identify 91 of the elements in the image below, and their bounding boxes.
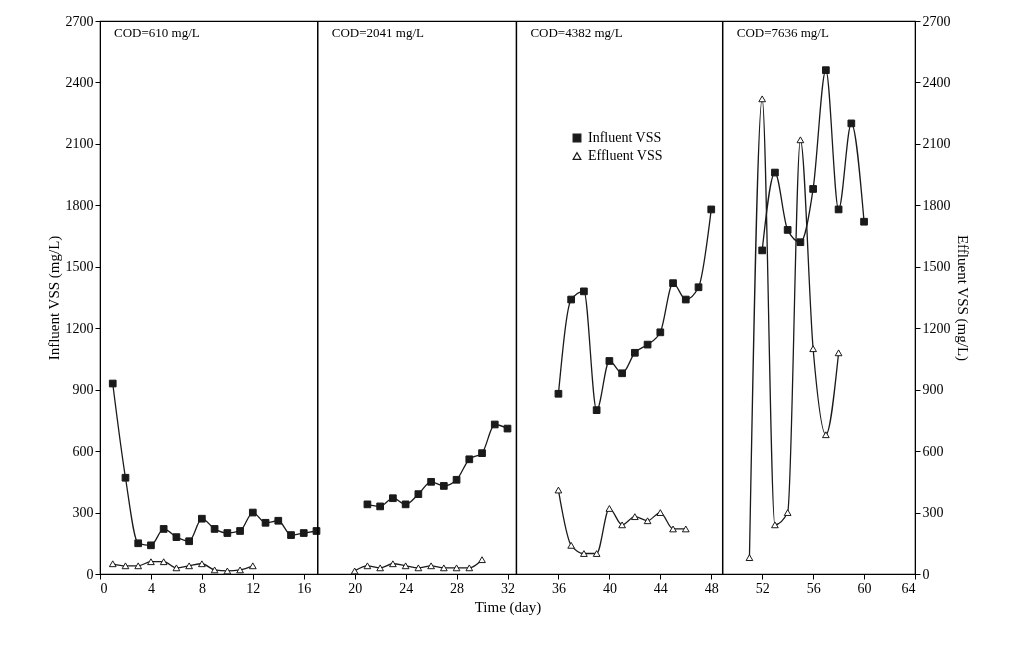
x-tick-label: 12 (246, 580, 261, 596)
point (299, 529, 308, 537)
y-tick-label: 2400 (65, 74, 94, 90)
x-tick-label: 52 (755, 580, 770, 596)
point (223, 529, 232, 537)
point (274, 516, 283, 525)
annotation: COD=7636 mg/L (736, 25, 829, 40)
point (248, 562, 257, 570)
point (745, 554, 754, 562)
point (198, 514, 206, 523)
point (210, 525, 219, 533)
annotation: COD=610 mg/L (114, 25, 200, 40)
x-tick-label: 24 (399, 580, 414, 596)
x-tick-label: 64 (901, 580, 916, 596)
x-tick-label: 56 (806, 580, 821, 596)
x-tick-label: 60 (857, 580, 872, 596)
point (248, 508, 257, 517)
y2-tick-label: 2400 (922, 74, 951, 90)
y2-tick-label: 600 (922, 443, 944, 459)
y2-tick-label: 0 (922, 566, 930, 582)
y2-tick-label: 1200 (922, 320, 951, 336)
y2-tick-label: 1800 (922, 197, 951, 213)
x-tick-label: 28 (450, 580, 465, 596)
point (771, 168, 779, 177)
x-tick-label: 32 (501, 580, 515, 596)
point (783, 509, 792, 516)
legend-label: Influent VSS (588, 130, 662, 145)
point (796, 136, 805, 144)
y2-axis-title: Effluent VSS (mg/L) (953, 234, 971, 362)
point (185, 562, 193, 570)
point (834, 205, 843, 214)
point (809, 185, 817, 193)
point (108, 379, 117, 388)
point (121, 473, 130, 482)
y-tick-label: 300 (72, 505, 94, 521)
y2-tick-label: 900 (922, 382, 944, 398)
point (783, 226, 792, 234)
point (860, 217, 868, 226)
point (210, 566, 219, 574)
x-tick-label: 40 (602, 580, 617, 596)
point (809, 345, 817, 353)
point (223, 567, 232, 575)
point (147, 558, 155, 566)
point (121, 562, 130, 570)
point (236, 527, 244, 535)
y-axis-title: Influent VSS (mg/L) (45, 235, 63, 361)
point (134, 539, 143, 548)
y-tick-label: 1200 (65, 320, 94, 336)
point (771, 521, 779, 529)
y2-tick-label: 300 (922, 505, 944, 521)
point (847, 119, 856, 128)
point (159, 525, 168, 533)
legend-label: Effluent VSS (588, 148, 663, 163)
y2-tick-label: 1500 (922, 259, 951, 275)
point (185, 537, 193, 546)
point (822, 431, 830, 439)
y-tick-label: 1800 (65, 197, 94, 213)
point (134, 562, 143, 570)
annotation: COD=2041 mg/L (331, 25, 425, 40)
point (172, 564, 181, 572)
point (236, 566, 244, 574)
x-tick-label: 4 (147, 580, 155, 596)
x-tick-label: 0 (100, 580, 108, 596)
point (796, 238, 805, 247)
point (159, 558, 168, 566)
point (822, 66, 830, 75)
x-tick-label: 20 (348, 580, 363, 596)
point (147, 541, 155, 550)
point (108, 560, 117, 568)
point (834, 349, 843, 357)
annotation: COD=4382 mg/L (530, 25, 623, 40)
y-tick-label: 900 (72, 382, 94, 398)
y-tick-label: 2100 (65, 136, 94, 152)
point (287, 531, 295, 539)
x-tick-label: 36 (551, 580, 566, 596)
x-tick-label: 16 (297, 580, 312, 596)
point (198, 560, 206, 568)
point (758, 246, 767, 255)
y-tick-label: 0 (86, 566, 94, 582)
x-tick-label: 44 (653, 580, 668, 596)
x-tick-label: 8 (198, 580, 206, 596)
y-tick-label: 1500 (65, 259, 94, 275)
point (758, 95, 767, 103)
y2-tick-label: 2100 (922, 136, 951, 152)
point (261, 518, 270, 527)
y-tick-label: 2700 (65, 13, 94, 29)
y2-tick-label: 2700 (922, 13, 951, 29)
x-axis-title: Time (day) (474, 598, 542, 616)
y-tick-label: 600 (72, 443, 94, 459)
x-tick-label: 48 (704, 580, 719, 596)
point (172, 533, 181, 541)
